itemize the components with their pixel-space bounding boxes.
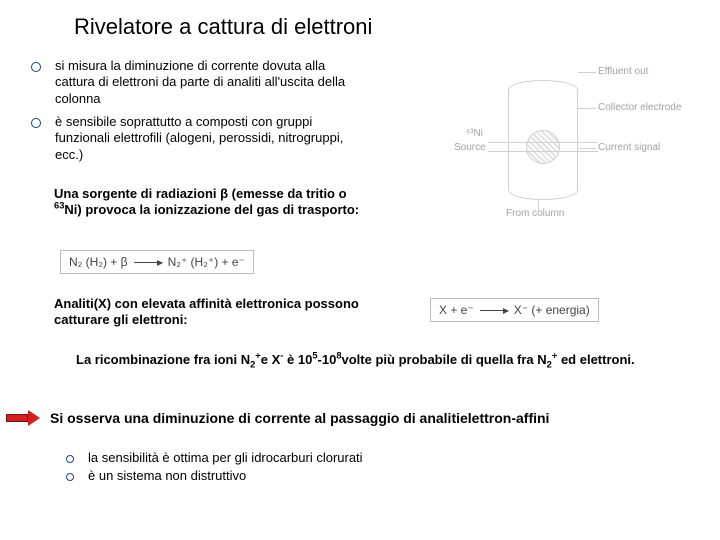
- recombination-paragraph: La ricombinazione fra ioni N2+e X- è 105…: [76, 352, 706, 368]
- bullet-text: è sensibile soprattutto a composti con g…: [55, 114, 361, 163]
- reaction-1: N₂ (H₂) + β N₂⁺ (H₂⁺) + e⁻: [60, 250, 254, 274]
- beta-paragraph: Una sorgente di radiazioni β (emesse da …: [54, 186, 374, 219]
- bullet-icon: [66, 473, 74, 481]
- bullet-text: si misura la diminuzione di corrente dov…: [55, 58, 361, 107]
- bullet-icon: [31, 62, 41, 72]
- diagram-label: Source: [454, 142, 486, 153]
- diagram-label: From column: [506, 208, 564, 219]
- reaction-arrow-icon: [480, 310, 508, 311]
- reaction-rhs: X⁻ (+ energia): [514, 303, 590, 317]
- bullet-item: è un sistema non distruttivo: [66, 468, 566, 484]
- bullet-text: la sensibilità è ottima per gli idrocarb…: [88, 450, 363, 466]
- bullet-item: la sensibilità è ottima per gli idrocarb…: [66, 450, 566, 466]
- highlight-arrow-icon: [6, 411, 40, 425]
- slide-title: Rivelatore a cattura di elettroni: [74, 14, 372, 40]
- reaction-arrow-icon: [134, 262, 162, 263]
- bullet-item: è sensibile soprattutto a composti con g…: [31, 114, 361, 163]
- reaction-2: X + e⁻ X⁻ (+ energia): [430, 298, 599, 322]
- bullet-icon: [31, 118, 41, 128]
- detector-diagram: Effluent out Collector electrode ⁶³Ni So…: [388, 60, 708, 220]
- reaction-rhs: N₂⁺ (H₂⁺) + e⁻: [168, 255, 245, 269]
- bullet-icon: [66, 455, 74, 463]
- affinity-paragraph: Analiti(X) con elevata affinità elettron…: [54, 296, 384, 329]
- reaction-lhs: X + e⁻: [439, 303, 474, 317]
- diagram-label: Collector electrode: [598, 102, 681, 113]
- bullet-text: è un sistema non distruttivo: [88, 468, 246, 484]
- diagram-label: ⁶³Ni: [466, 128, 483, 139]
- highlight-line: Si osserva una diminuzione di corrente a…: [50, 410, 720, 428]
- reaction-lhs: N₂ (H₂) + β: [69, 255, 128, 269]
- bullet-item: si misura la diminuzione di corrente dov…: [31, 58, 361, 107]
- diagram-label: Current signal: [598, 142, 660, 153]
- diagram-label: Effluent out: [598, 66, 648, 77]
